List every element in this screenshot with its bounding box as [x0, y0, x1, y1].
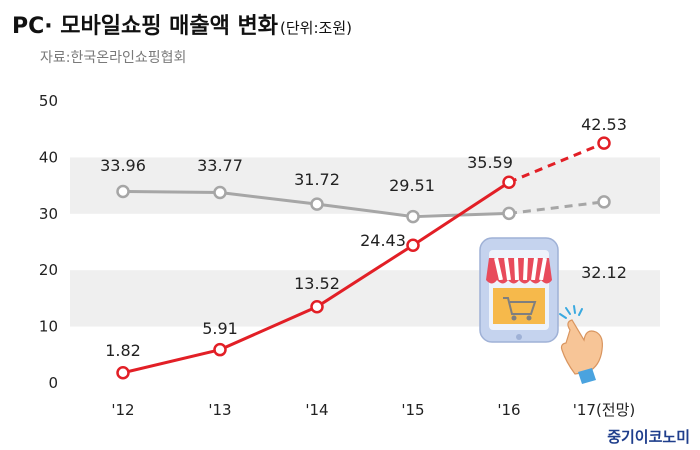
series-1-data-label: 31.72 [294, 170, 340, 189]
series-1-forecast-line [508, 200, 605, 215]
series-2-data-label: 35.59 [467, 153, 513, 172]
series-1-point [597, 195, 611, 209]
series-2-forecast-line [508, 141, 605, 184]
series-2-point [213, 342, 227, 357]
series-points [116, 136, 611, 380]
series-1-data-label: 32.12 [581, 263, 627, 282]
series-1-data-label: 29.51 [389, 176, 435, 195]
grid-band [70, 270, 660, 327]
chart-title-unit: (단위:조원) [280, 19, 352, 37]
series-1-point [213, 185, 227, 200]
series-1-point [502, 206, 516, 221]
y-tick-label: 10 [39, 318, 58, 336]
chart-title: PC· 모바일쇼핑 매출액 변화 (단위:조원) [12, 14, 352, 39]
series-2-point [597, 136, 611, 150]
mobile-shopping-cart-store-icon [479, 237, 603, 384]
source-note: 자료:한국온라인쇼핑협회 [40, 50, 186, 66]
x-axis-ticks: '12 '13 '14 '15 '16 '17(전망) [111, 401, 635, 419]
y-tick-label: 0 [48, 374, 58, 392]
series-2-data-label: 1.82 [105, 341, 141, 360]
series-2-data-label: 13.52 [294, 274, 340, 293]
y-tick-label: 40 [39, 148, 58, 166]
y-tick-label: 30 [39, 205, 58, 223]
x-tick-label: '13 [208, 401, 231, 419]
series-1-point [310, 197, 324, 211]
grid-bands [70, 157, 660, 327]
series-1-point [116, 184, 130, 199]
data-labels: 33.9633.7731.7229.5130.0732.121.825.9113… [100, 115, 627, 360]
series-2-data-label: 42.53 [581, 115, 627, 134]
x-tick-label: '12 [111, 401, 134, 419]
y-tick-label: 50 [39, 92, 58, 110]
series-2-data-label: 24.43 [360, 231, 406, 250]
series-2-point [116, 365, 130, 380]
y-tick-label: 20 [39, 261, 58, 279]
series-1-point [406, 209, 420, 224]
series-2-point [310, 299, 324, 314]
chart-title-main: PC· 모바일쇼핑 매출액 변화 [12, 14, 278, 39]
series-2-data-label: 5.91 [202, 319, 238, 338]
x-tick-label: '17(전망) [573, 401, 636, 419]
x-tick-label: '16 [497, 401, 520, 419]
y-axis-ticks: 0 10 20 30 40 50 [39, 92, 58, 392]
series-1-data-label: 33.96 [100, 156, 146, 175]
brand-logo: 중기이코노미 [607, 428, 690, 446]
grid-band [70, 157, 660, 214]
series-2-point [502, 175, 516, 190]
series-2-point [406, 238, 420, 252]
x-tick-label: '15 [401, 401, 424, 419]
series-1-data-label: 33.77 [197, 156, 243, 175]
x-tick-label: '14 [305, 401, 328, 419]
